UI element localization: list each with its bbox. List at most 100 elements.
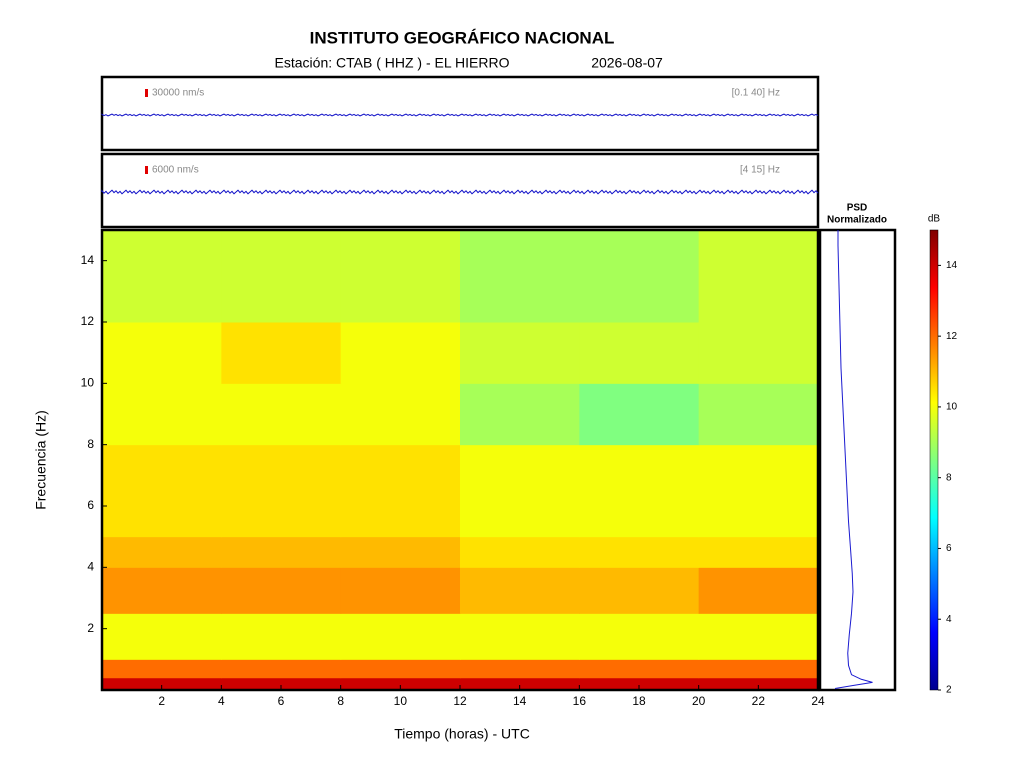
spectrogram-cell	[340, 677, 461, 691]
x-tick-label: 24	[811, 694, 825, 708]
x-tick-label: 10	[394, 694, 408, 708]
spectrogram-cell	[698, 659, 819, 679]
spectrogram-cell	[221, 322, 342, 384]
x-tick-label: 2	[158, 694, 165, 708]
y-tick-label: 14	[81, 253, 95, 267]
x-tick-label: 4	[218, 694, 225, 708]
y-tick-label: 4	[87, 560, 94, 574]
trace-band: [0.1 40] Hz	[732, 88, 780, 99]
spectrogram-cell	[221, 677, 342, 691]
spectrogram-cell	[221, 613, 342, 660]
spectrogram-cell	[579, 677, 700, 691]
colorbar-tick-label: 4	[946, 614, 952, 625]
date: 2026-08-07	[591, 55, 663, 71]
colorbar-tick-label: 8	[946, 472, 952, 483]
psd-frame	[818, 228, 897, 692]
spectrogram-cell	[698, 444, 819, 538]
psd-subtitle: Normalizado	[827, 215, 887, 226]
spectrogram-cell	[698, 536, 819, 568]
spectrogram-cell	[698, 677, 819, 691]
spectrogram-cell	[102, 659, 222, 679]
spectrogram-cell	[460, 659, 580, 679]
spectrogram-cell	[221, 444, 342, 538]
chart-title: INSTITUTO GEOGRÁFICO NACIONAL	[310, 28, 615, 47]
colorbar-tick-label: 2	[946, 685, 952, 696]
spectrogram-cell	[460, 383, 580, 446]
trace-panel	[100, 152, 820, 229]
colorbar	[929, 229, 939, 691]
trace-scale: 30000 nm/s	[152, 88, 204, 99]
spectrogram-cell	[340, 536, 461, 568]
x-tick-label: 8	[337, 694, 344, 708]
y-tick-label: 8	[87, 437, 94, 451]
station: Estación: CTAB ( HHZ ) - EL HIERRO	[275, 55, 510, 71]
spectrogram-cell	[579, 567, 700, 614]
spectrogram-cell	[221, 659, 342, 679]
scale-marker	[145, 89, 148, 97]
waveform	[101, 113, 819, 117]
spectrogram-cell	[579, 613, 700, 660]
psd-line	[834, 230, 873, 689]
spectrogram-cell	[102, 444, 222, 538]
spectrogram-cell	[102, 322, 222, 384]
colorbar-label: dB	[928, 214, 941, 225]
spectrogram-cell	[102, 567, 222, 614]
spectrogram-cell	[579, 659, 700, 679]
y-tick-label: 6	[87, 498, 94, 512]
x-tick-label: 6	[278, 694, 285, 708]
scale-marker	[145, 166, 148, 174]
spectrogram-cell	[579, 536, 700, 568]
spectrogram-cell	[460, 322, 580, 384]
y-axis-label: Frecuencia (Hz)	[33, 410, 49, 510]
x-tick-label: 22	[752, 694, 766, 708]
spectrogram-cell	[698, 230, 819, 323]
colorbar-tick-label: 14	[946, 260, 958, 271]
spectrogram-cell	[102, 536, 222, 568]
colorbar-tick-label: 12	[946, 331, 958, 342]
spectrogram-cell	[102, 613, 222, 660]
x-axis-label: Tiempo (horas) - UTC	[394, 726, 530, 742]
x-tick-label: 16	[573, 694, 587, 708]
x-tick-label: 12	[453, 694, 467, 708]
spectrogram-cell	[340, 444, 461, 538]
spectrogram-cell	[340, 659, 461, 679]
spectrogram-cell	[460, 230, 580, 323]
x-tick-label: 18	[632, 694, 646, 708]
spectrogram-cell	[698, 383, 819, 446]
plot-layer: 30000 nm/s [0.1 40] Hz 6000 nm/s [4 15] Hz 2…	[81, 75, 958, 708]
y-tick-label: 12	[81, 314, 95, 328]
spectrogram-cell	[102, 230, 222, 323]
spectrogram-cell	[102, 677, 222, 691]
spectrogram-cell	[221, 383, 342, 446]
spectrogram-cell	[460, 613, 580, 660]
trace-scale: 6000 nm/s	[152, 165, 199, 176]
spectrogram-cell	[340, 383, 461, 446]
spectrogram-cell	[340, 613, 461, 660]
spectrogram-cell	[460, 536, 580, 568]
spectrogram-cell	[698, 322, 819, 384]
spectrogram-cell	[460, 444, 580, 538]
spectrogram-cell	[221, 230, 342, 323]
waveform	[101, 189, 819, 195]
spectrogram-cell	[340, 322, 461, 384]
spectrogram-cell	[460, 567, 580, 614]
spectrogram-cell	[460, 677, 580, 691]
colorbar-tick-label: 6	[946, 543, 952, 554]
spectrogram-cell	[221, 567, 342, 614]
spectrogram-cell	[579, 383, 700, 446]
y-tick-label: 10	[81, 376, 95, 390]
trace-panel	[100, 75, 820, 152]
x-tick-label: 14	[513, 694, 527, 708]
spectrogram-cell	[579, 444, 700, 538]
spectrogram-cell	[698, 613, 819, 660]
spectrogram-cell	[340, 567, 461, 614]
spectrogram-cell	[221, 536, 342, 568]
trace-band: [4 15] Hz	[740, 165, 780, 176]
y-tick-label: 2	[87, 621, 94, 635]
x-tick-label: 20	[692, 694, 706, 708]
psd-title: PSD	[847, 203, 868, 214]
spectrogram-cell	[579, 322, 700, 384]
spectrogram-cell	[102, 383, 222, 446]
spectrogram-cell	[698, 567, 819, 614]
